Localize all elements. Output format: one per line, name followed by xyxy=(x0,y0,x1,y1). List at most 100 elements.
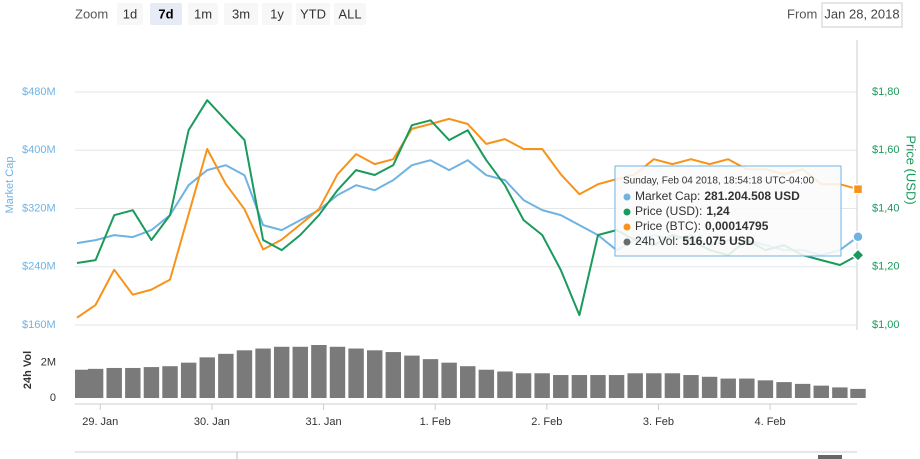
volume-bar xyxy=(850,388,866,398)
tooltip-label: Price (USD): xyxy=(635,204,702,218)
y2-tick-label: $1,80 xyxy=(872,86,900,98)
y-tick-label: $400M xyxy=(22,144,56,156)
volume-bar xyxy=(292,346,308,398)
zoom-button-label: 1m xyxy=(194,6,212,21)
vol-tick-label: 2M xyxy=(41,357,56,369)
volume-bar xyxy=(125,367,141,398)
volume-bar xyxy=(404,355,420,398)
y-tick-label: $320M xyxy=(22,202,56,214)
tooltip-dot xyxy=(623,193,631,201)
tooltip-dot xyxy=(623,208,631,216)
volume-bar xyxy=(757,380,774,398)
volume-bar xyxy=(236,350,253,398)
y2-tick-label: $1,40 xyxy=(872,202,900,214)
volume-bar xyxy=(534,373,550,398)
x-tick-label: 30. Jan xyxy=(194,416,230,428)
zoom-button[interactable] xyxy=(117,3,143,25)
tooltip-label: Price (BTC): xyxy=(635,219,701,233)
zoom-button[interactable] xyxy=(262,3,292,25)
volume-bar xyxy=(720,378,736,398)
volume-bar xyxy=(180,362,197,398)
from-value: Jan 28, 2018 xyxy=(824,6,899,21)
tooltip-value: 0,00014795 xyxy=(705,219,769,233)
volume-bar xyxy=(794,383,811,398)
y-tick-label: $480M xyxy=(22,86,56,98)
zoom-button-label: 1d xyxy=(123,6,137,21)
y2-axis-title: Price (USD) xyxy=(904,135,919,204)
volume-bar xyxy=(683,375,699,398)
volume-bar xyxy=(273,346,290,398)
zoom-button-label: 7d xyxy=(158,6,173,21)
x-tick-label: 4. Feb xyxy=(754,416,785,428)
zoom-button[interactable] xyxy=(334,3,366,25)
volume-bar xyxy=(627,373,643,398)
tooltip-dot xyxy=(623,223,631,231)
volume-bar xyxy=(143,367,160,398)
y-tick-label: $160M xyxy=(22,319,56,331)
volume-bar xyxy=(701,376,718,398)
tooltip-label: Market Cap: xyxy=(635,189,700,203)
volume-bar xyxy=(590,375,606,398)
zoom-button-label: 3m xyxy=(232,6,250,21)
volume-bar xyxy=(832,387,848,398)
volume-bar xyxy=(385,352,402,398)
zoom-button-label: 1y xyxy=(270,6,284,21)
vol-axis-title: 24h Vol xyxy=(22,351,34,389)
point-marker xyxy=(852,183,864,195)
from-input[interactable] xyxy=(821,2,903,28)
tooltip-value: 1,24 xyxy=(706,204,730,218)
volume-bar xyxy=(571,375,588,398)
volume-bar xyxy=(218,353,234,398)
y-axis-title: Market Cap xyxy=(4,157,16,214)
tooltip-label: 24h Vol: xyxy=(635,234,678,248)
zoom-button[interactable] xyxy=(224,3,258,25)
volume-bar xyxy=(739,378,755,398)
tooltip-value: 281.204.508 USD xyxy=(704,189,800,203)
point-marker xyxy=(852,230,864,243)
y-tick-label: $240M xyxy=(22,261,56,273)
tooltip-row: Market Cap: 281.204.508 USD xyxy=(635,189,800,203)
volume-bar xyxy=(776,382,792,398)
y2-tick-label: $1,20 xyxy=(872,261,900,273)
volume-bar xyxy=(75,369,91,398)
tooltip-row: 24h Vol: 516.075 USD xyxy=(635,234,755,248)
volume-bar xyxy=(664,373,681,398)
x-tick-label: 3. Feb xyxy=(643,416,674,428)
volume-bar xyxy=(646,373,662,398)
zoom-button[interactable] xyxy=(188,3,218,25)
zoom-button[interactable] xyxy=(296,3,330,25)
volume-bar xyxy=(608,375,625,398)
volume-bar xyxy=(329,346,346,398)
volume-bar xyxy=(441,362,457,398)
volume-bar xyxy=(255,348,271,398)
x-tick-label: 29. Jan xyxy=(82,416,118,428)
tooltip-date: Sunday, Feb 04 2018, 18:54:18 UTC-04:00 xyxy=(623,176,814,187)
tooltip-value: 516.075 USD xyxy=(682,234,754,248)
vol-tick-label: 0 xyxy=(50,392,56,404)
y2-tick-label: $1,00 xyxy=(872,319,900,331)
volume-bar xyxy=(515,373,532,398)
series-line xyxy=(76,117,859,319)
volume-bar xyxy=(348,348,364,398)
volume-bar xyxy=(311,345,327,398)
volume-bar xyxy=(422,359,439,398)
tooltip: Sunday, Feb 04 2018, 18:54:18 UTC-04:00 M… xyxy=(614,165,842,257)
x-tick-label: 31. Jan xyxy=(305,416,341,428)
navigator-handle[interactable] xyxy=(818,455,842,459)
x-tick-label: 2. Feb xyxy=(531,416,562,428)
volume-bar xyxy=(813,385,829,398)
volume-bar xyxy=(478,369,495,398)
volume-bar xyxy=(199,357,215,398)
volume-bar xyxy=(162,366,178,398)
tooltip-box xyxy=(614,165,842,257)
volume-bar xyxy=(460,366,476,398)
zoom-button[interactable] xyxy=(150,3,182,25)
volume-bar xyxy=(106,367,122,398)
zoom-button-label: YTD xyxy=(300,6,326,21)
x-tick-label: 1. Feb xyxy=(420,416,451,428)
tooltip-row: Price (BTC): 0,00014795 xyxy=(635,219,769,233)
point-marker xyxy=(850,248,866,263)
zoom-button-label: ALL xyxy=(338,6,361,21)
